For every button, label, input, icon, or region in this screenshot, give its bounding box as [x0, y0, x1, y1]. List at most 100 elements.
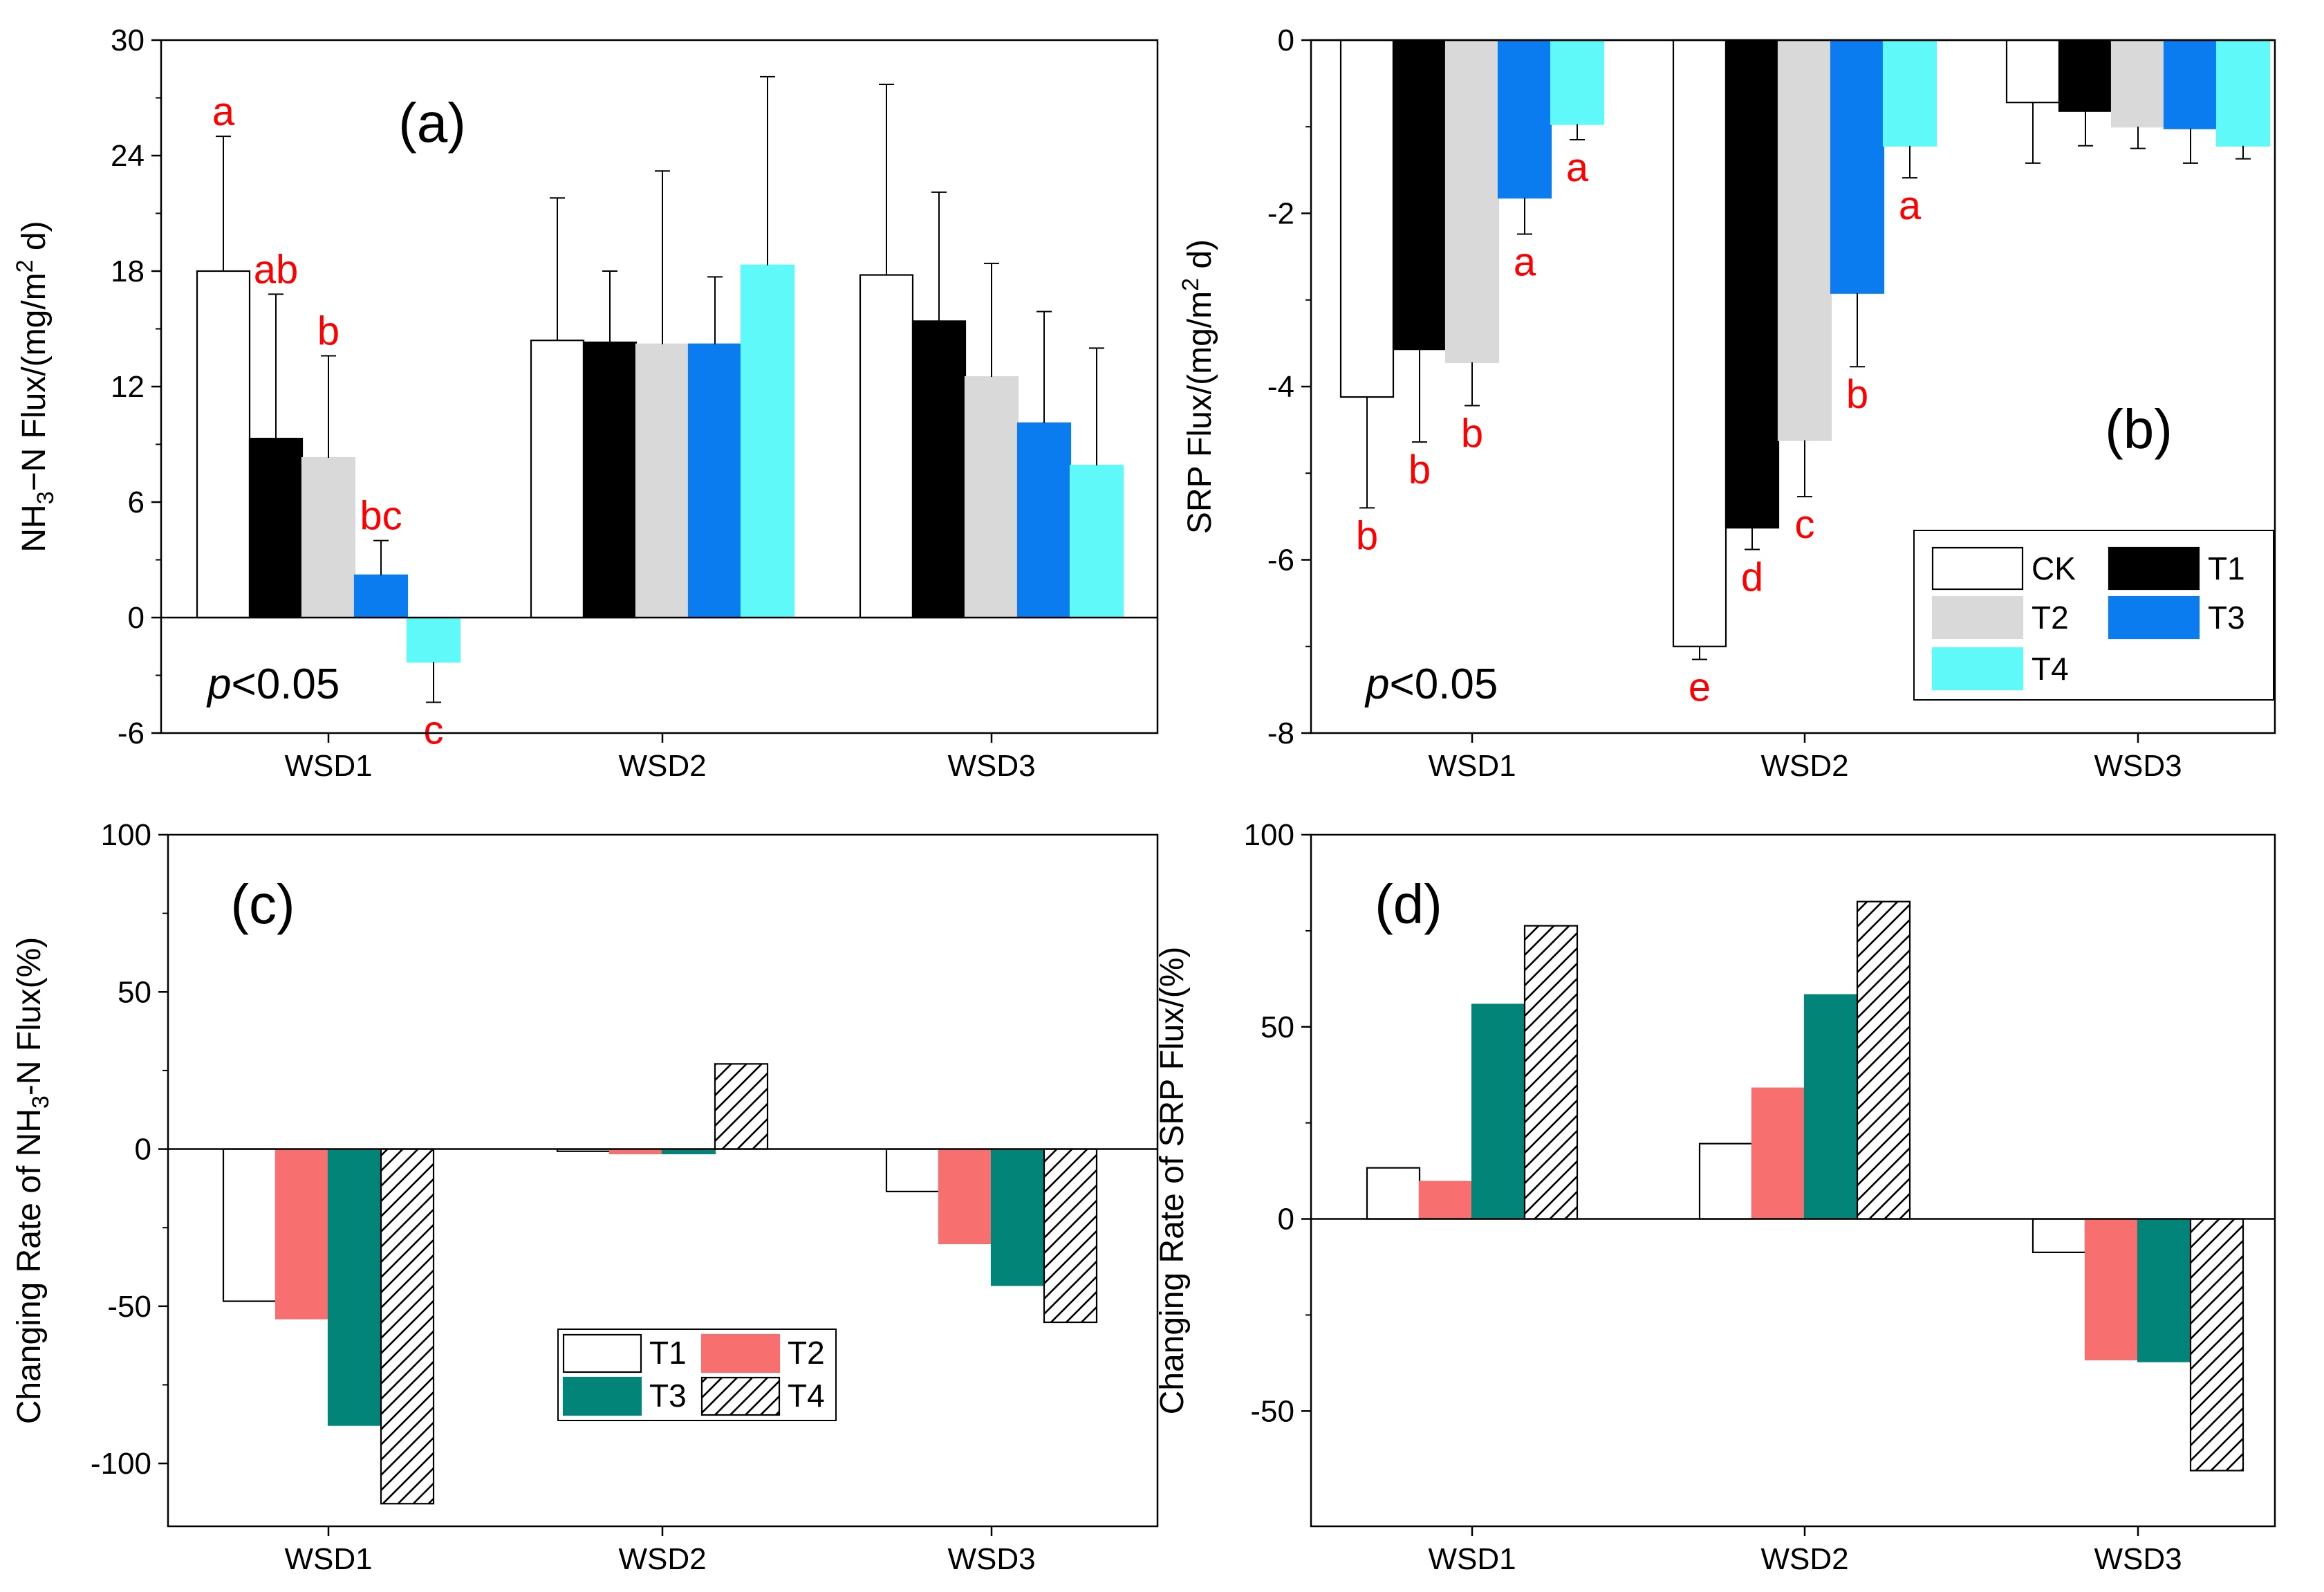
- bar-wsd2-ck: [1672, 39, 1727, 647]
- y-tick-label: 100: [101, 818, 151, 852]
- y-tick-label: -8: [1267, 716, 1294, 750]
- y-tick-label: -50: [107, 1290, 151, 1324]
- legend-swatch-t1: [2108, 546, 2200, 591]
- bar-wsd2-t3: [1830, 39, 1885, 294]
- y-tick-label: 100: [1244, 818, 1294, 852]
- sig-letter-wsd2-ck: e: [1689, 665, 1711, 710]
- bar-wsd3-t1: [2058, 39, 2113, 112]
- bars: [1366, 900, 2244, 1472]
- bar-wsd2-t3: [1803, 994, 1859, 1220]
- bar-wsd2-t1: [582, 341, 638, 619]
- legend-label-t4: T4: [2032, 651, 2069, 687]
- bar-wsd3-t3: [1016, 422, 1072, 619]
- bar-wsd2-t4: [714, 1063, 769, 1150]
- x-tick-label-wsd3: WSD3: [947, 1542, 1035, 1576]
- bar-wsd3-ck: [2005, 39, 2061, 104]
- panel-a-nh3-flux-chart: a abb bc c -6 0 6 12 18 24 30 WSD1 WSD2 WSD3 NH3−N Flu…: [12, 24, 1159, 783]
- y-tick-label: 12: [111, 370, 145, 404]
- sig-letter-wsd1-ck: a: [212, 89, 235, 134]
- legend: T1 T2 T3 T4: [557, 1329, 837, 1421]
- sig-letter-wsd2-t3: b: [1846, 372, 1868, 417]
- y-tick-label: 30: [111, 24, 145, 57]
- legend-label-t2: T2: [788, 1335, 825, 1371]
- x-axis: WSD1 WSD2 WSD3: [284, 733, 1036, 783]
- y-tick-label: -50: [1250, 1394, 1294, 1428]
- bar-wsd1-t4: [406, 616, 461, 663]
- y-tick-label: -2: [1267, 197, 1294, 231]
- legend-label-t1: T1: [2208, 550, 2245, 586]
- bar-wsd3-t3: [990, 1148, 1045, 1286]
- x-tick-label-wsd2: WSD2: [1760, 749, 1848, 783]
- y-axis-title: SRP Flux/(mg/m2 d): [1178, 239, 1218, 534]
- bar-wsd2-t2: [1751, 1087, 1806, 1220]
- bar-wsd1-t4: [1550, 39, 1605, 125]
- legend-swatch-t1: [562, 1333, 642, 1373]
- legend-swatch-t4: [1931, 647, 2024, 691]
- bar-wsd2-t4: [740, 264, 795, 619]
- legend-swatch-t3: [562, 1376, 642, 1416]
- y-tick-label: 0: [128, 601, 145, 635]
- bar-wsd1-t3: [327, 1148, 382, 1426]
- bar-wsd3-t4: [2189, 1218, 2244, 1472]
- y-tick-label: -4: [1267, 370, 1294, 404]
- bar-wsd1-t3: [353, 574, 409, 619]
- x-tick-label-wsd3: WSD3: [947, 749, 1035, 783]
- p-value-annotation: p<0.05: [206, 660, 340, 708]
- bar-wsd2-t4: [1856, 900, 1911, 1220]
- sig-letter-wsd1-t1: ab: [254, 247, 299, 292]
- y-axis: -8 -6 -4 -2 0: [1267, 24, 1311, 750]
- bar-wsd1-t4: [380, 1148, 435, 1505]
- bar-wsd2-t1: [1725, 39, 1780, 529]
- legend-swatch-ck: [1931, 546, 2024, 591]
- bar-wsd1-t1: [1392, 39, 1447, 351]
- sig-letter-wsd2-t4: a: [1899, 183, 1922, 228]
- bar-wsd1-t2: [301, 456, 356, 619]
- y-axis-title: Changing Rate of SRP Flux/(%): [1154, 947, 1191, 1415]
- panel-d-srp-change-rate-chart: -50 0 50 100 WSD1 WSD2 WSD3 Changing Rate of SR…: [1154, 818, 2276, 1576]
- x-tick-label-wsd3: WSD3: [2094, 749, 2182, 783]
- bar-wsd2-t1: [1698, 1142, 1754, 1220]
- bar-wsd2-t2: [635, 343, 690, 619]
- bar-wsd3-t3: [2137, 1218, 2192, 1362]
- y-tick-label: -6: [1267, 544, 1294, 577]
- bar-wsd1-t2: [1444, 39, 1500, 364]
- sig-letter-wsd1-t4: c: [424, 707, 444, 752]
- sig-letter-wsd2-t1: d: [1741, 555, 1763, 600]
- y-tick-label: -6: [118, 716, 145, 750]
- y-tick-label: 0: [135, 1133, 151, 1167]
- bar-wsd1-t3: [1497, 39, 1552, 199]
- bar-wsd3-t1: [885, 1148, 940, 1193]
- y-tick-label: 24: [111, 139, 145, 173]
- x-tick-label-wsd2: WSD2: [1760, 1542, 1848, 1576]
- bar-wsd3-t4: [1069, 465, 1124, 619]
- panel-c-nh3-change-rate-chart: -100 -50 0 50 100 WSD1 WSD2 WSD3 Changing Rate o…: [11, 818, 1159, 1576]
- y-axis: -50 0 50 100: [1244, 818, 1311, 1428]
- panel-label: (a): [398, 92, 466, 154]
- legend-swatch-t3: [2108, 595, 2200, 640]
- x-tick-label-wsd3: WSD3: [2094, 1542, 2182, 1576]
- sig-letter-wsd1-t3: a: [1514, 240, 1536, 285]
- y-axis-title: NH3−N Flux/(mg/m2 d): [12, 221, 59, 552]
- x-tick-label-wsd1: WSD1: [284, 1542, 372, 1576]
- bar-wsd1-ck: [1339, 39, 1395, 398]
- y-tick-label: 18: [111, 254, 145, 288]
- x-axis: WSD1 WSD2 WSD3: [284, 1526, 1036, 1576]
- y-axis: -6 0 6 12 18 24 30: [111, 24, 161, 750]
- panel-label: (d): [1375, 873, 1442, 935]
- bar-wsd3-t2: [2110, 39, 2166, 128]
- x-tick-label-wsd1: WSD1: [284, 749, 372, 783]
- legend-label-t3: T3: [2208, 600, 2245, 636]
- bars: [222, 1063, 1098, 1505]
- sig-letter-wsd1-t3: bc: [360, 494, 402, 539]
- bar-wsd2-t3: [687, 343, 743, 619]
- bar-wsd3-t1: [2032, 1218, 2087, 1253]
- plot-frame: [1310, 833, 2276, 1528]
- y-tick-label: 0: [1278, 1203, 1294, 1237]
- bar-wsd1-t2: [1418, 1181, 1474, 1220]
- sig-letter-wsd1-t2: b: [317, 308, 340, 353]
- sig-letter-wsd1-t1: b: [1409, 447, 1431, 492]
- x-axis: WSD1 WSD2 WSD3: [1428, 733, 2182, 783]
- y-tick-label: 50: [1261, 1010, 1294, 1044]
